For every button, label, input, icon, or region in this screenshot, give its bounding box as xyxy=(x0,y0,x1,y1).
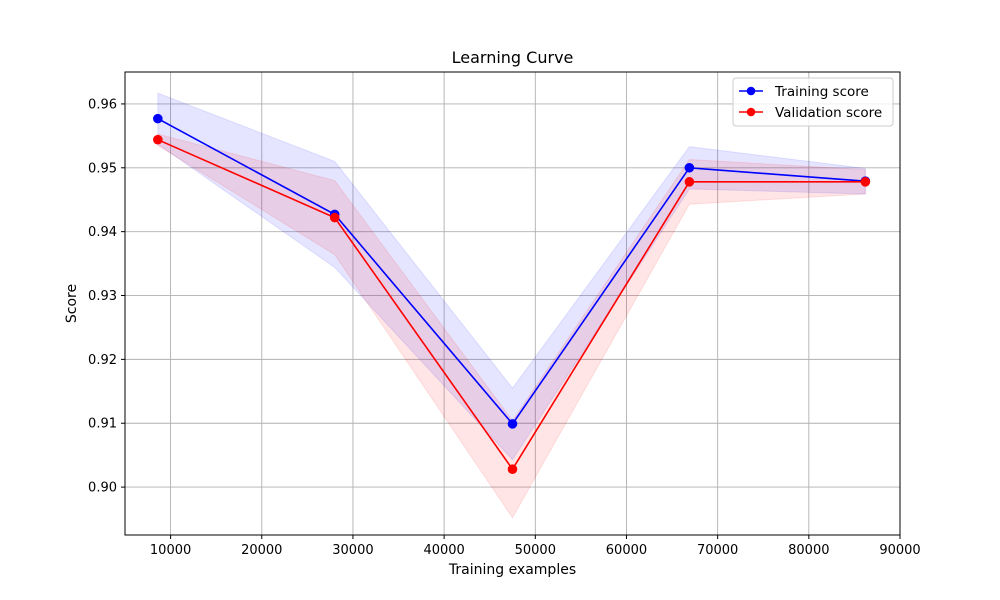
validation-score-point xyxy=(684,177,695,187)
y-tick-label: 0.93 xyxy=(88,289,117,304)
y-tick-label: 0.95 xyxy=(88,161,117,176)
validation-score-point xyxy=(153,134,163,145)
x-tick-label: 90000 xyxy=(879,543,920,558)
training-score-point xyxy=(684,162,695,173)
validation-score-point xyxy=(329,212,340,223)
validation-score-point xyxy=(860,177,871,187)
y-tick-label: 0.94 xyxy=(88,225,117,240)
axis-ticks: 10000 20000 30000 40000 50000 60000 70000 80000… xyxy=(88,97,921,558)
legend-label: Training score xyxy=(774,84,869,100)
legend-label: Validation score xyxy=(775,105,882,121)
x-tick-label: 40000 xyxy=(423,543,464,558)
y-tick-label: 0.92 xyxy=(88,353,117,368)
legend: Training score Validation score xyxy=(732,77,894,127)
y-tick-label: 0.96 xyxy=(88,97,117,112)
training-score-point xyxy=(153,113,163,124)
plot-area-frame xyxy=(124,71,901,536)
chart-title: Learning Curve xyxy=(452,48,574,67)
x-tick-label: 50000 xyxy=(515,543,556,558)
x-axis-label: Training examples xyxy=(448,562,576,578)
legend-marker-swatch xyxy=(746,86,756,96)
x-tick-label: 60000 xyxy=(606,543,647,558)
y-tick-label: 0.91 xyxy=(88,417,117,432)
series-markers xyxy=(153,113,871,475)
training-score-point xyxy=(507,419,518,429)
confidence-band-validation xyxy=(157,133,866,519)
y-tick-label: 0.90 xyxy=(88,481,117,496)
x-tick-label: 20000 xyxy=(241,543,282,558)
validation-score-point xyxy=(507,464,518,475)
x-tick-label: 70000 xyxy=(697,543,738,558)
x-tick-label: 10000 xyxy=(150,543,191,558)
legend-box xyxy=(732,77,894,127)
x-tick-label: 80000 xyxy=(788,543,829,558)
legend-marker-swatch xyxy=(746,107,756,117)
x-tick-label: 30000 xyxy=(332,543,373,558)
y-axis-label: Score xyxy=(64,284,80,323)
